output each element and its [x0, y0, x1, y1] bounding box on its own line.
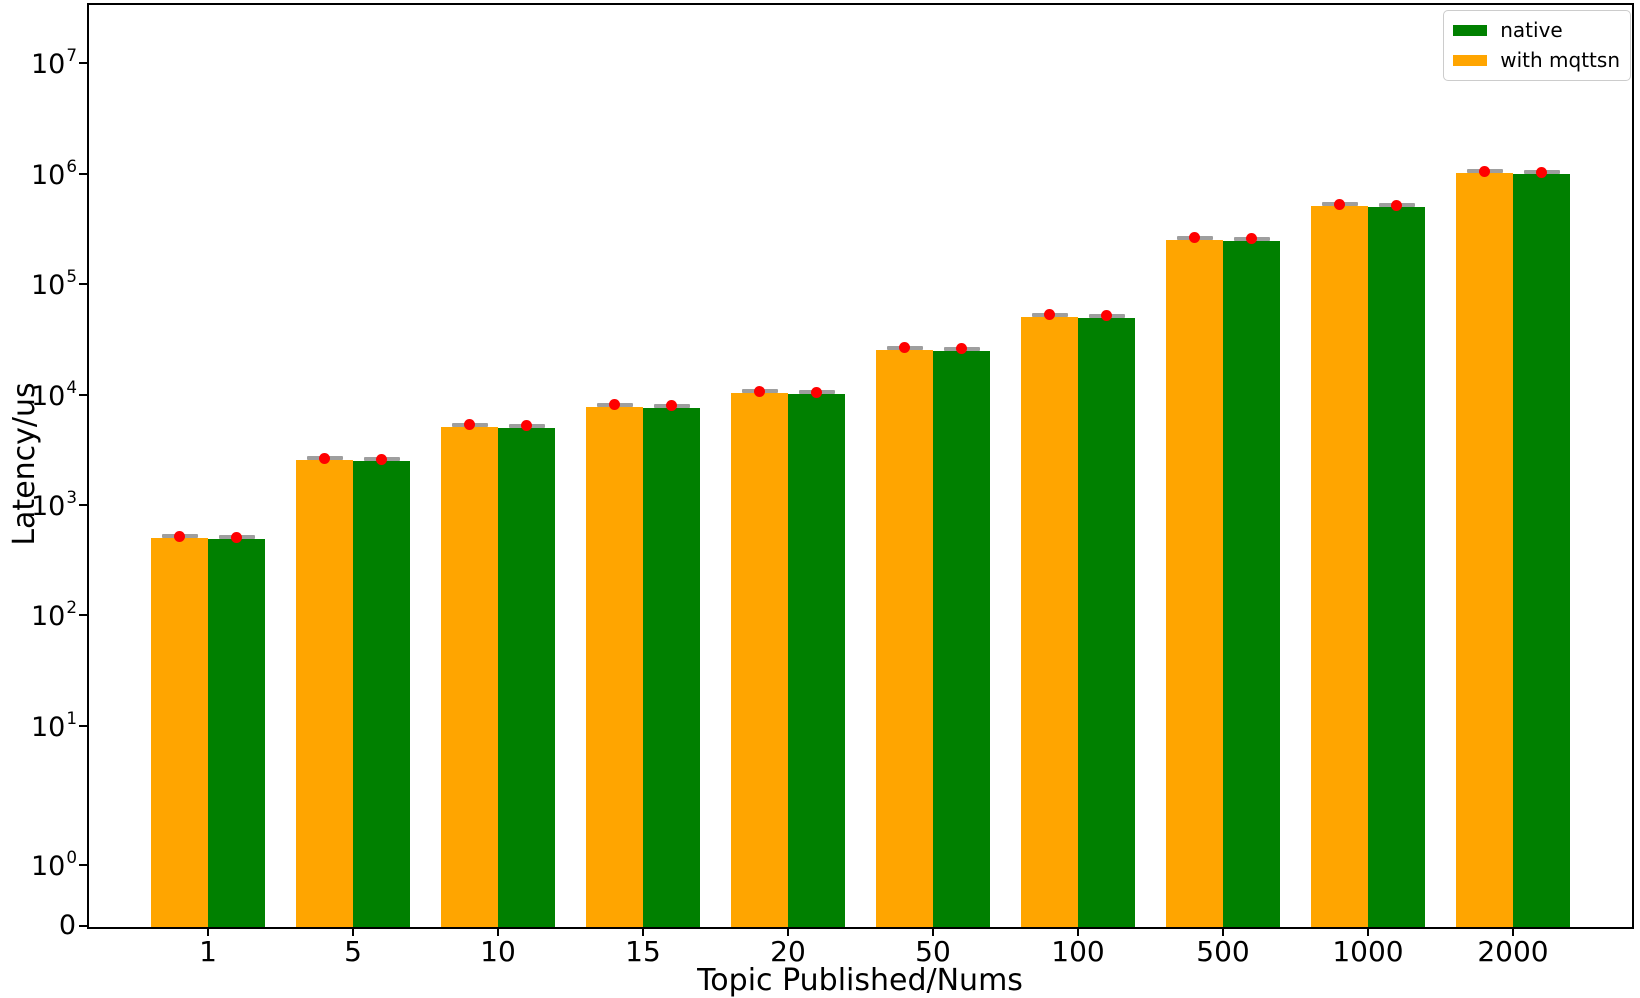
- legend-swatch-with-mqttsn: [1453, 54, 1488, 66]
- mean-marker: [174, 530, 185, 542]
- bar-native: [1513, 174, 1570, 927]
- legend-label: with mqttsn: [1500, 48, 1620, 72]
- mean-marker: [811, 386, 822, 398]
- legend-entry: with mqttsn: [1453, 49, 1620, 71]
- x-tick-label: 1000: [1332, 935, 1404, 968]
- bar-native: [788, 394, 845, 927]
- x-tick: [787, 928, 789, 936]
- legend-label: native: [1500, 18, 1563, 42]
- y-tick: [79, 925, 87, 927]
- mean-marker: [231, 531, 242, 543]
- mean-marker: [754, 385, 765, 397]
- y-tick: [79, 172, 87, 175]
- mean-marker: [666, 400, 677, 412]
- x-tick-label: 10: [480, 935, 516, 968]
- y-tick: [79, 393, 87, 396]
- legend: native with mqttsn: [1443, 10, 1631, 81]
- mean-marker: [521, 420, 532, 432]
- y-tick: [79, 863, 87, 866]
- x-tick: [642, 928, 644, 936]
- bar-with-mqttsn: [1456, 173, 1513, 927]
- bar-native: [933, 350, 990, 927]
- mean-marker: [464, 419, 475, 431]
- x-axis-label: Topic Published/Nums: [697, 963, 1023, 998]
- bar-native: [353, 461, 410, 927]
- bar-with-mqttsn: [1021, 316, 1078, 927]
- mean-marker: [319, 452, 330, 464]
- y-tick: [79, 504, 87, 507]
- mean-marker: [1189, 232, 1200, 244]
- bar-native: [498, 427, 555, 927]
- x-tick: [932, 928, 934, 936]
- y-tick: [79, 283, 87, 286]
- legend-entry: native: [1453, 19, 1620, 41]
- mean-marker: [376, 453, 387, 465]
- mean-marker: [1101, 310, 1112, 322]
- x-tick-label: 500: [1196, 935, 1250, 968]
- x-tick-label: 1: [199, 935, 217, 968]
- x-tick: [1367, 928, 1369, 936]
- y-tick-label: 101: [30, 707, 77, 743]
- x-tick: [497, 928, 499, 936]
- bar-with-mqttsn: [441, 427, 498, 927]
- bar-with-mqttsn: [731, 393, 788, 927]
- bar-with-mqttsn: [296, 460, 353, 927]
- y-tick-label: 103: [30, 487, 77, 523]
- mean-marker: [956, 343, 967, 355]
- plot-area: [87, 3, 1634, 929]
- x-tick: [352, 928, 354, 936]
- y-tick-label: 104: [30, 376, 77, 412]
- x-tick: [207, 928, 209, 936]
- bar-with-mqttsn: [586, 406, 643, 927]
- bar-native: [1223, 240, 1280, 927]
- x-tick-label: 15: [625, 935, 661, 968]
- x-tick-label: 50: [915, 935, 951, 968]
- y-tick-label: 107: [30, 45, 77, 81]
- legend-swatch-native: [1453, 24, 1488, 36]
- y-tick: [79, 724, 87, 727]
- mean-marker: [1044, 309, 1055, 321]
- bar-native: [208, 539, 265, 927]
- y-tick-label: 0: [58, 910, 76, 941]
- x-tick-label: 5: [344, 935, 362, 968]
- bar-with-mqttsn: [1311, 206, 1368, 927]
- mean-marker: [1536, 166, 1547, 178]
- x-tick-label: 100: [1051, 935, 1105, 968]
- bar-with-mqttsn: [876, 349, 933, 927]
- bar-with-mqttsn: [1166, 239, 1223, 927]
- bar-native: [1078, 317, 1135, 927]
- x-tick-label: 20: [770, 935, 806, 968]
- y-tick: [79, 614, 87, 617]
- y-tick-label: 105: [30, 266, 77, 302]
- y-tick: [79, 62, 87, 65]
- mean-marker: [609, 399, 620, 411]
- y-axis-label: Latency/us: [7, 382, 42, 546]
- x-tick: [1512, 928, 1514, 936]
- bar-native: [643, 407, 700, 927]
- x-tick: [1222, 928, 1224, 936]
- x-tick-label: 2000: [1477, 935, 1549, 968]
- bar-with-mqttsn: [151, 538, 208, 927]
- mean-marker: [1391, 199, 1402, 211]
- mean-marker: [1334, 198, 1345, 210]
- y-tick-label: 106: [30, 155, 77, 191]
- mean-marker: [1479, 165, 1490, 177]
- y-tick-label: 102: [30, 597, 77, 633]
- bar-native: [1368, 207, 1425, 927]
- mean-marker: [899, 342, 910, 354]
- mean-marker: [1246, 233, 1257, 245]
- y-tick-label: 100: [30, 846, 77, 882]
- x-tick: [1077, 928, 1079, 936]
